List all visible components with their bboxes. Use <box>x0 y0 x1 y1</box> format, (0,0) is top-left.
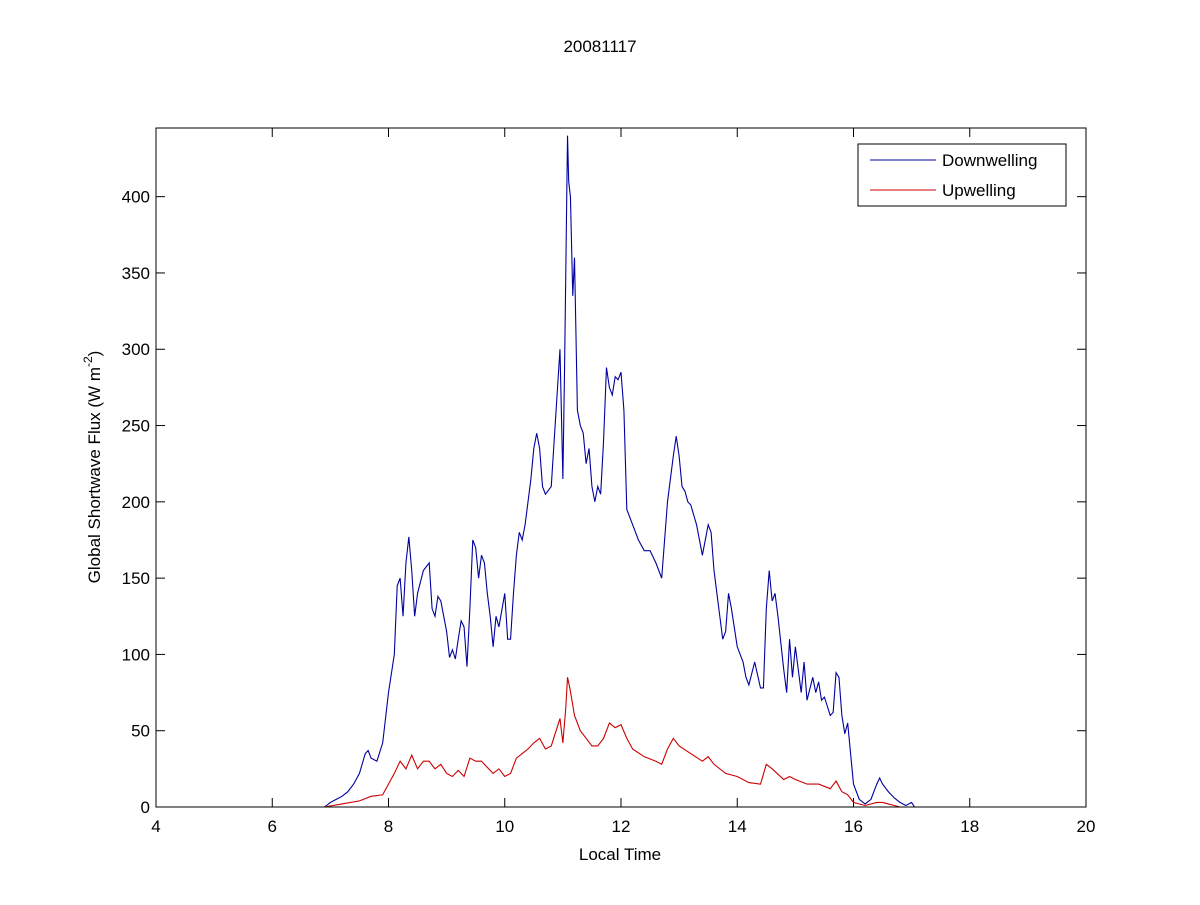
y-label-end: ) <box>85 351 104 357</box>
axes-box <box>155 127 1087 808</box>
x-tick-label: 8 <box>384 817 393 836</box>
y-tick-label: 200 <box>122 493 150 512</box>
chart-title: 20081117 <box>563 37 636 56</box>
y-label-main: Global Shortwave Flux (W m <box>85 367 104 583</box>
y-tick-label: 150 <box>122 569 150 588</box>
data-line <box>324 135 915 808</box>
legend-label: Upwelling <box>942 181 1016 200</box>
x-axis-label: Local Time <box>579 845 661 864</box>
legend-label: Downwelling <box>942 151 1037 170</box>
y-tick-label: 100 <box>122 645 150 664</box>
x-tick-label: 14 <box>728 817 747 836</box>
x-tick-label: 4 <box>151 817 160 836</box>
y-tick-label: 400 <box>122 188 150 207</box>
x-tick-label: 20 <box>1077 817 1096 836</box>
y-tick-label: 300 <box>122 340 150 359</box>
x-tick-label: 16 <box>844 817 863 836</box>
y-axis-label: Global Shortwave Flux (W m-2) <box>81 351 104 584</box>
plot-area <box>156 128 1086 807</box>
y-tick-label: 0 <box>141 798 150 817</box>
x-tick-label: 18 <box>960 817 979 836</box>
y-tick-label: 50 <box>131 722 150 741</box>
x-tick-label: 10 <box>495 817 514 836</box>
x-tick-label: 12 <box>612 817 631 836</box>
y-tick-label: 350 <box>122 264 150 283</box>
y-tick-label: 250 <box>122 417 150 436</box>
legend-box <box>857 143 1067 207</box>
data-line <box>324 677 901 808</box>
y-label-sup: -2 <box>81 356 95 367</box>
x-tick-label: 6 <box>268 817 277 836</box>
